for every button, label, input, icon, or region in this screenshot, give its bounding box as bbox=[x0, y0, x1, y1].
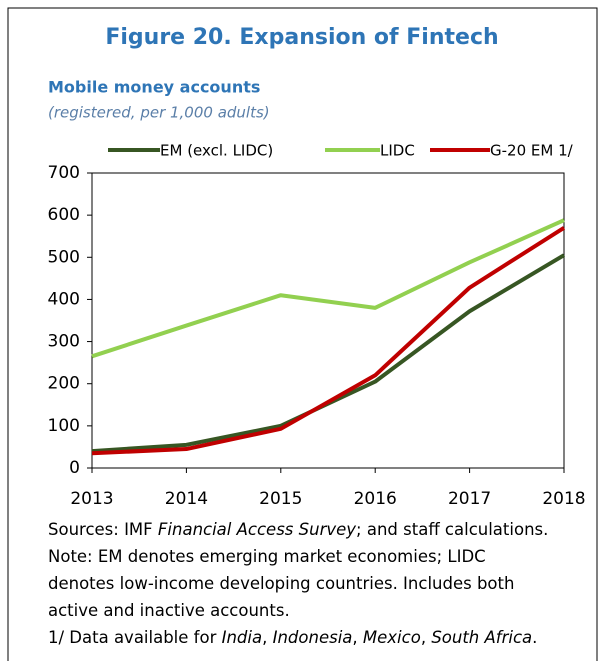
note-text: , bbox=[352, 628, 363, 647]
y-tick-label: 500 bbox=[48, 247, 80, 267]
unit-note: (registered, per 1,000 adults) bbox=[48, 104, 270, 122]
note-line: Sources: IMF Financial Access Survey; an… bbox=[48, 520, 548, 539]
note-text: , bbox=[421, 628, 432, 647]
y-tick-label: 600 bbox=[48, 205, 80, 225]
legend-label: EM (excl. LIDC) bbox=[160, 142, 273, 160]
note-text: denotes low-income developing countries.… bbox=[48, 574, 514, 593]
y-tick-label: 300 bbox=[48, 332, 80, 352]
x-tick-label: 2015 bbox=[259, 489, 302, 509]
x-tick-label: 2017 bbox=[448, 489, 491, 509]
plot-frame bbox=[91, 172, 565, 468]
series-line bbox=[91, 226, 566, 456]
chart-title: Figure 20. Expansion of Fintech bbox=[105, 25, 498, 50]
note-text: Sources: IMF bbox=[48, 520, 158, 539]
note-line: 1/ Data available for India, Indonesia, … bbox=[48, 628, 537, 647]
note-text: active and inactive accounts. bbox=[48, 601, 290, 620]
y-tick-label: 700 bbox=[48, 163, 80, 183]
x-tick-label: 2018 bbox=[542, 489, 585, 509]
note-text: , bbox=[262, 628, 273, 647]
x-tick-label: 2013 bbox=[70, 489, 113, 509]
y-tick-label: 100 bbox=[48, 416, 80, 436]
y-tick-label: 0 bbox=[69, 458, 80, 478]
series-line bbox=[91, 253, 566, 454]
legend-label: LIDC bbox=[380, 142, 415, 160]
legend-label: G-20 EM 1/ bbox=[490, 142, 574, 160]
note-text: South Africa bbox=[431, 628, 532, 647]
y-tick-label: 400 bbox=[48, 289, 80, 309]
note-text: ; and staff calculations. bbox=[356, 520, 548, 539]
chart-subtitle: Mobile money accounts bbox=[48, 78, 260, 97]
note-text: India bbox=[222, 628, 263, 647]
note-text: Indonesia bbox=[273, 628, 353, 647]
note-text: Note: EM denotes emerging market economi… bbox=[48, 547, 486, 566]
x-tick-label: 2014 bbox=[165, 489, 208, 509]
note-line: denotes low-income developing countries.… bbox=[48, 574, 514, 593]
note-text: Mexico bbox=[363, 628, 421, 647]
note-text: Financial Access Survey bbox=[158, 520, 356, 539]
note-text: . bbox=[532, 628, 537, 647]
note-line: active and inactive accounts. bbox=[48, 601, 290, 620]
y-tick-label: 200 bbox=[48, 374, 80, 394]
series-line bbox=[91, 218, 565, 359]
note-line: Note: EM denotes emerging market economi… bbox=[48, 547, 486, 566]
x-tick-label: 2016 bbox=[354, 489, 397, 509]
note-text: 1/ Data available for bbox=[48, 628, 222, 647]
frame bbox=[7, 7, 598, 661]
